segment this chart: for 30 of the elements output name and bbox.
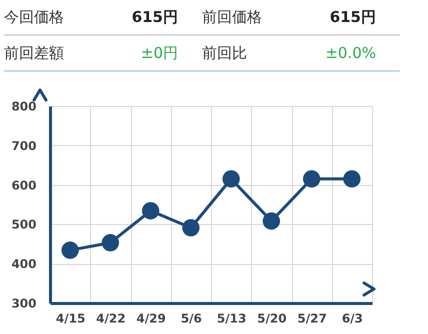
x-tick-label: 5/20: [257, 312, 287, 326]
point: [343, 170, 361, 188]
x-tick-label: 5/6: [180, 312, 202, 326]
text: 615円: [130, 8, 178, 26]
y-tick-label: 700: [11, 138, 36, 153]
x-tick-label: 4/15: [56, 312, 86, 326]
text: 615円: [328, 8, 376, 26]
y-tick-label: 500: [11, 218, 36, 232]
text: 今回価格: [4, 8, 65, 26]
point: [222, 170, 240, 188]
x-tick-label: 6/3: [342, 312, 363, 326]
x-tick-label: 4/22: [96, 312, 126, 326]
point: [182, 219, 200, 236]
text: 前回差額: [4, 44, 65, 62]
y-tick-label: 400: [11, 257, 36, 272]
y-tick-label: 300: [11, 296, 36, 310]
text: 前回価格: [202, 8, 263, 26]
text: ±0.0%: [324, 44, 376, 62]
point: [262, 212, 280, 230]
point: [302, 170, 320, 188]
y-tick-label: 600: [11, 178, 36, 192]
point: [142, 202, 160, 220]
text: 前回比: [202, 44, 248, 62]
y-tick-label: 800: [11, 100, 36, 114]
x-tick-label: 5/27: [297, 312, 327, 326]
point: [102, 234, 120, 252]
x-tick-label: 4/29: [136, 312, 166, 326]
text: ±0円: [140, 44, 178, 62]
x-tick-label: 5/13: [216, 312, 246, 326]
point: [61, 242, 79, 259]
